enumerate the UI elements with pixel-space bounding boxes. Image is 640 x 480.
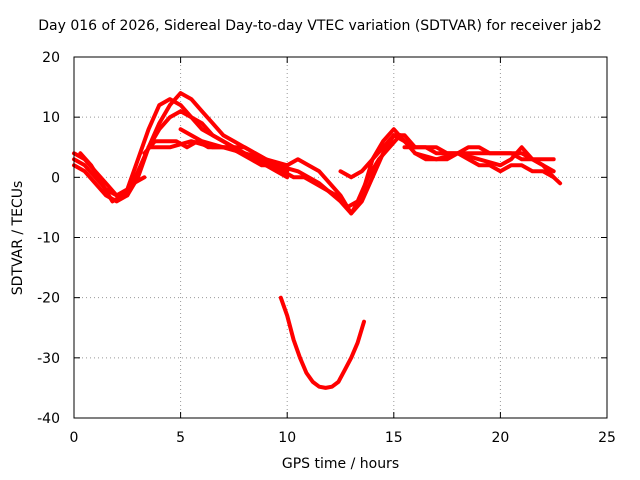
x-tick-label: 10 xyxy=(278,430,296,446)
x-tick-label: 20 xyxy=(491,430,509,446)
y-tick-label: 0 xyxy=(51,170,60,186)
y-tick-label: -30 xyxy=(37,351,60,367)
x-tick-label: 25 xyxy=(598,430,616,446)
y-tick-label: 20 xyxy=(42,50,60,66)
y-tick-label: -40 xyxy=(37,411,60,427)
grid xyxy=(74,57,607,418)
series-line-trace-7 xyxy=(178,127,556,216)
series-line-trace-10 xyxy=(413,145,563,186)
y-tick-label: -20 xyxy=(37,291,60,307)
series-line-trace-9 xyxy=(402,145,556,174)
plot-border xyxy=(73,56,608,419)
series-line-trace-6 xyxy=(146,133,418,216)
series-line-outlier-arc xyxy=(278,295,366,390)
y-axis-label: SDTVAR / TECUs xyxy=(10,180,26,296)
x-axis-label: GPS time / hours xyxy=(281,456,400,472)
x-tick-label: 5 xyxy=(176,430,185,446)
y-tick-label: 10 xyxy=(42,110,60,126)
x-tick-label: 0 xyxy=(70,430,79,446)
ticks: 0 5 10 15 20 25 -40 -30 -20 -10 0 10 20 xyxy=(37,50,616,446)
series-line-trace-2 xyxy=(72,97,290,198)
chart-title: Day 016 of 2026, Sidereal Day-to-day VTE… xyxy=(38,18,602,34)
y-tick-label: -10 xyxy=(37,231,60,247)
x-tick-label: 15 xyxy=(385,430,403,446)
series-group xyxy=(72,91,563,390)
series-line-trace-4 xyxy=(78,151,147,204)
